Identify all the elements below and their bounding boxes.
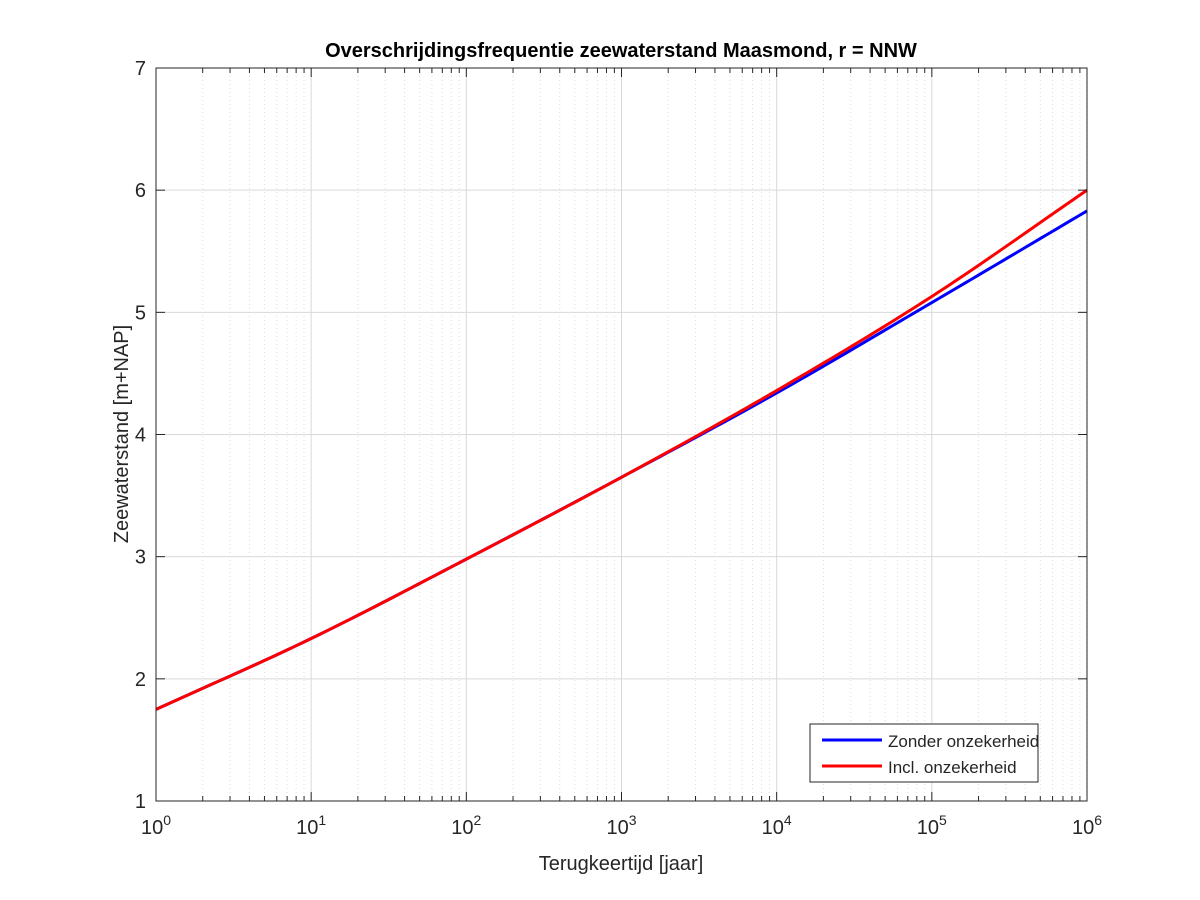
legend[interactable]: Zonder onzekerheid Incl. onzekerheid xyxy=(809,723,1039,783)
legend-label-zonder-onzekerheid: Zonder onzekerheid xyxy=(888,732,1039,751)
series-lines xyxy=(155,188,1088,711)
x-axis-label: Terugkeertijd [jaar] xyxy=(539,853,704,875)
chart-title: Overschrijdingsfrequentie zeewaterstand … xyxy=(325,40,917,62)
x-tick-label: 106 xyxy=(1072,812,1102,839)
x-tick-label: 103 xyxy=(606,812,636,839)
y-axis-label: Zeewaterstand [m+NAP] xyxy=(111,325,133,543)
x-tick-label: 100 xyxy=(141,812,171,839)
y-tick-label: 4 xyxy=(135,425,146,447)
y-tick-label: 3 xyxy=(135,547,146,569)
y-tick-label: 2 xyxy=(135,669,146,691)
x-tick-label: 102 xyxy=(451,812,481,839)
y-tick-label: 5 xyxy=(135,302,146,324)
series-line-incl-onzekerheid xyxy=(155,188,1088,711)
x-tick-label: 105 xyxy=(917,812,947,839)
x-tick-label: 104 xyxy=(762,812,792,839)
y-tick-label: 1 xyxy=(135,791,146,813)
legend-box xyxy=(809,723,1039,783)
y-tick-label: 7 xyxy=(135,58,146,80)
x-tick-label: 101 xyxy=(296,812,326,839)
legend-label-incl-onzekerheid: Incl. onzekerheid xyxy=(888,758,1017,777)
y-tick-label: 6 xyxy=(135,180,146,202)
axis-ticks: 100 101 102 103 104 105 106 1 2 3 4 5 6 7 xyxy=(135,58,1102,839)
